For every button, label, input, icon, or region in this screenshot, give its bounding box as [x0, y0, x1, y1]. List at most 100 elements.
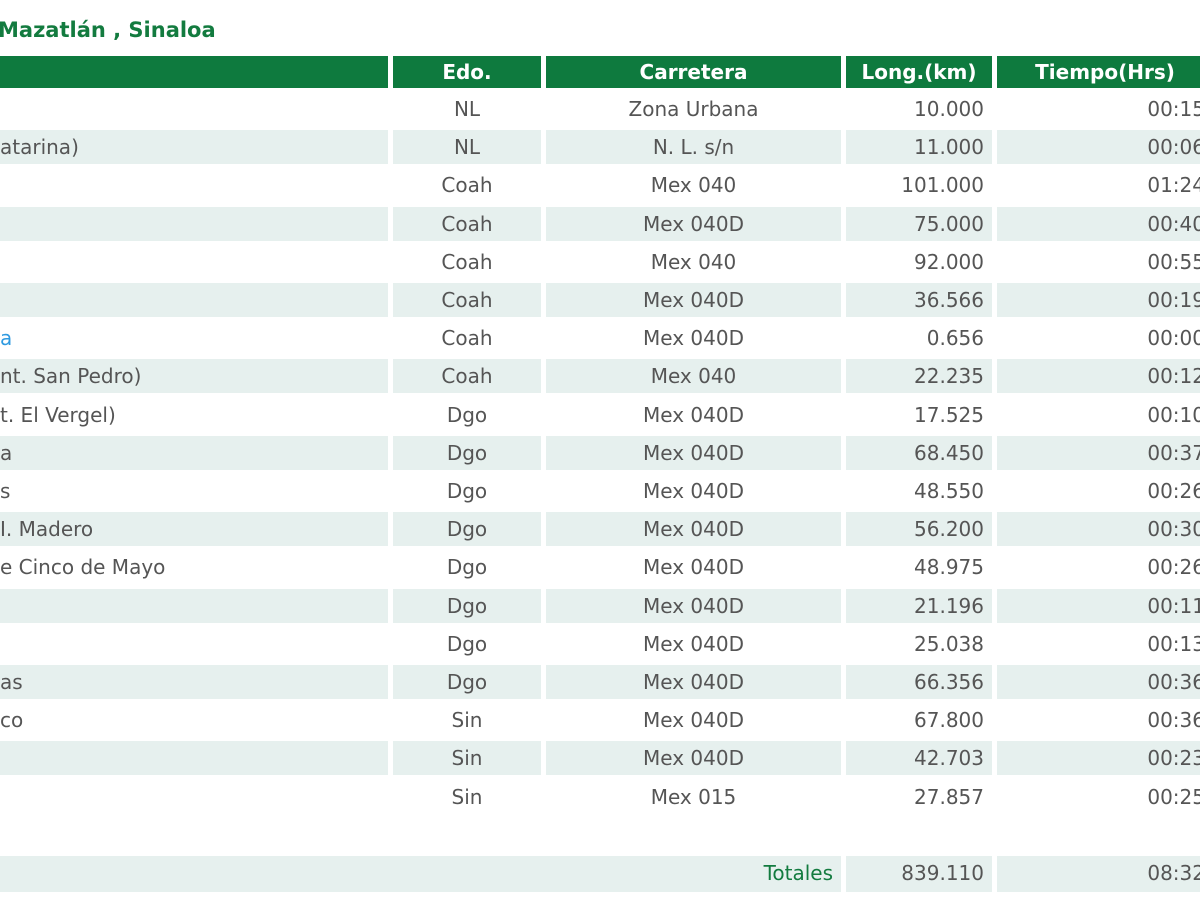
carretera-cell: Mex 040D	[643, 631, 744, 656]
header-cell: Carretera	[546, 56, 841, 88]
place-cell: nt. San Pedro)	[0, 359, 388, 394]
long-cell: 56.200	[846, 512, 992, 547]
long-cell: 48.975	[914, 555, 984, 580]
carretera-cell: Mex 040	[650, 173, 737, 198]
long-cell: 11.000	[846, 130, 992, 165]
tiempo-cell: 00:00	[1147, 326, 1200, 351]
place-cell: atarina)	[0, 130, 388, 165]
place-cell	[0, 92, 388, 126]
carretera-cell: Mex 040D	[546, 588, 841, 623]
carretera-cell: Mex 040D	[546, 283, 841, 317]
edo-cell: Dgo	[446, 402, 488, 427]
edo-cell: Coah	[441, 173, 493, 198]
place-cell: t. El Vergel)	[0, 398, 388, 432]
tiempo-cell: 00:26	[1147, 555, 1200, 580]
long-cell: 101.000	[901, 173, 984, 198]
totals-tiempo: 08:32	[997, 856, 1200, 892]
carretera-cell: Mex 040D	[546, 435, 841, 470]
place-cell	[0, 741, 388, 776]
long-cell: 66.356	[846, 665, 992, 699]
edo-cell: Coah	[441, 249, 493, 274]
carretera-cell: Mex 040D	[643, 326, 744, 351]
long-cell: 68.450	[846, 435, 992, 470]
carretera-cell: Mex 040D	[643, 555, 744, 580]
carretera-cell: Mex 015	[650, 784, 737, 809]
place-name: e Cinco de Mayo	[0, 555, 166, 580]
long-cell: 36.566	[846, 283, 992, 317]
long-cell: 21.196	[846, 588, 992, 623]
place-cell	[0, 627, 388, 661]
edo-cell: Sin	[451, 708, 483, 733]
header-cell	[0, 56, 388, 88]
carretera-cell: Mex 040D	[643, 402, 744, 427]
place-cell	[0, 245, 388, 279]
tiempo-cell: 00:36	[1147, 708, 1200, 733]
carretera-cell: Mex 040D	[643, 479, 744, 503]
edo-cell: Coah	[393, 283, 541, 317]
edo-cell: Dgo	[393, 665, 541, 699]
tiempo-cell: 00:10	[1147, 402, 1200, 427]
tiempo-cell: 00:23	[997, 741, 1200, 776]
edo-cell: Dgo	[393, 512, 541, 547]
edo-cell: Dgo	[446, 631, 488, 656]
totals-label: Totales	[0, 856, 841, 892]
place-cell	[0, 206, 388, 241]
place-cell	[0, 283, 388, 317]
long-cell: 75.000	[846, 206, 992, 241]
header-cell: Tiempo(Hrs)	[997, 56, 1200, 88]
carretera-cell: Mex 040	[546, 359, 841, 394]
place-name: as	[0, 670, 23, 694]
carretera-cell: N. L. s/n	[546, 130, 841, 165]
long-cell: 92.000	[914, 249, 984, 274]
long-cell: 42.703	[846, 741, 992, 776]
tiempo-cell: 00:11	[997, 588, 1200, 623]
place-cell: a	[0, 435, 388, 470]
edo-cell: Coah	[393, 206, 541, 241]
place-name: I. Madero	[0, 517, 94, 542]
tiempo-cell: 00:12	[997, 359, 1200, 394]
tiempo-cell: 00:55	[1147, 249, 1200, 274]
tiempo-cell: 00:40	[997, 206, 1200, 241]
header-cell: Edo.	[393, 56, 541, 88]
place-cell: s	[0, 474, 388, 508]
carretera-cell: Mex 040	[650, 249, 737, 274]
edo-cell: NL	[393, 130, 541, 165]
place-name: co	[0, 708, 24, 733]
edo-cell: Coah	[393, 359, 541, 394]
tiempo-cell: 01:24	[1147, 173, 1200, 198]
place-cell: as	[0, 665, 388, 699]
carretera-cell: Zona Urbana	[628, 97, 759, 121]
long-cell: 22.235	[846, 359, 992, 394]
carretera-cell: Mex 040D	[643, 708, 744, 733]
tiempo-cell: 00:06	[997, 130, 1200, 165]
edo-cell: Dgo	[446, 555, 488, 580]
carretera-cell: Mex 040D	[546, 741, 841, 776]
edo-cell: Dgo	[393, 435, 541, 470]
place-name: atarina)	[0, 135, 79, 160]
carretera-cell: Mex 040D	[546, 512, 841, 547]
carretera-cell: Mex 040D	[546, 665, 841, 699]
header-cell: Long.(km)	[846, 56, 992, 88]
place-cell: I. Madero	[0, 512, 388, 547]
route-title: Mazatlán , Sinaloa	[0, 18, 216, 42]
place-link[interactable]: a	[0, 326, 13, 351]
edo-cell: NL	[453, 97, 481, 121]
place-name: t. El Vergel)	[0, 402, 116, 427]
totals-long: 839.110	[846, 856, 992, 892]
place-cell	[0, 168, 388, 202]
long-cell: 67.800	[914, 708, 984, 733]
long-cell: 0.656	[926, 326, 984, 351]
place-cell: e Cinco de Mayo	[0, 550, 388, 584]
edo-cell: Dgo	[446, 479, 488, 503]
long-cell: 17.525	[914, 402, 984, 427]
place-cell	[0, 780, 388, 814]
tiempo-cell: 00:19	[997, 283, 1200, 317]
tiempo-cell: 00:26	[1147, 479, 1200, 503]
place-cell: co	[0, 703, 388, 737]
place-name: s	[0, 479, 11, 503]
edo-cell: Sin	[451, 784, 483, 809]
place-name: nt. San Pedro)	[0, 364, 142, 389]
long-cell: 25.038	[914, 631, 984, 656]
long-cell: 48.550	[914, 479, 984, 503]
